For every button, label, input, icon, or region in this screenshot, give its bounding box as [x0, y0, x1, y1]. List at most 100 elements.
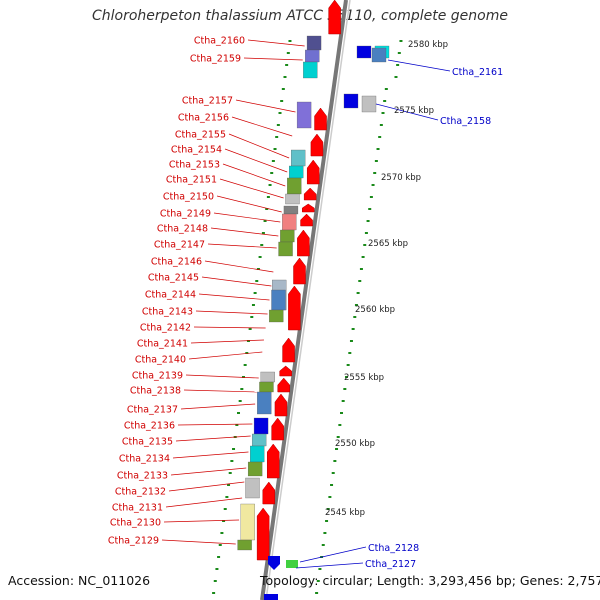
tick-mark-right	[374, 160, 378, 162]
label-leader-line	[170, 467, 247, 476]
tick-mark-left	[283, 76, 287, 78]
gene-label-left: Ctha_2133	[117, 471, 168, 482]
tick-mark-right	[366, 220, 370, 222]
gene-label-left: Ctha_2160	[194, 36, 245, 47]
label-leader-line	[207, 243, 277, 249]
scale-label: 2550 kbp	[335, 439, 375, 449]
tick-mark-right	[326, 508, 330, 510]
tick-mark-left	[223, 508, 227, 510]
tick-mark-left	[251, 304, 255, 306]
tick-mark-left	[241, 376, 245, 378]
tick-mark-left	[248, 328, 252, 330]
gene-arrow-forward	[282, 337, 295, 363]
label-leader-line	[247, 39, 305, 47]
gene-arrow-forward	[303, 187, 317, 201]
tick-mark-right	[396, 64, 400, 66]
label-leader-line	[190, 339, 264, 344]
gene-label-left: Ctha_2138	[130, 386, 181, 397]
tick-mark-left	[228, 472, 232, 474]
tick-mark-right	[369, 196, 373, 198]
cog-box	[245, 477, 260, 499]
cog-box	[251, 433, 267, 447]
gene-arrow-forward	[262, 481, 276, 505]
tick-mark-right	[351, 328, 355, 330]
gene-arrow-forward	[293, 257, 306, 285]
tick-mark-left	[255, 280, 259, 282]
tick-mark-right	[383, 100, 387, 102]
tick-mark-right	[341, 400, 345, 402]
map-title: Chloroherpeton thalassium ATCC 35110, co…	[92, 8, 508, 24]
tick-mark-left	[286, 52, 290, 54]
label-leader-line	[163, 519, 240, 523]
tick-mark-left	[220, 532, 224, 534]
tick-mark-right	[397, 52, 401, 54]
gene-label-left: Ctha_2140	[135, 355, 186, 366]
tick-mark-left	[246, 340, 250, 342]
cog-box	[296, 101, 312, 129]
gene-arrow-forward	[297, 229, 310, 257]
tick-mark-right	[353, 316, 357, 318]
gene-label-left: Ctha_2159	[190, 54, 241, 65]
label-leader-line	[235, 99, 296, 113]
gene-arrow-forward	[301, 203, 315, 213]
scale-label: 2560 kbp	[355, 305, 395, 315]
cog-box	[237, 539, 252, 551]
gene-arrow-forward	[306, 159, 320, 185]
cog-box	[260, 371, 275, 383]
tick-mark-right	[394, 76, 398, 78]
gene-label-left: Ctha_2157	[182, 96, 233, 107]
label-leader-line	[175, 435, 251, 442]
tick-mark-right	[354, 304, 358, 306]
label-leader-line	[165, 497, 243, 508]
tick-mark-left	[217, 556, 221, 558]
tick-mark-right	[368, 208, 372, 210]
tick-mark-right	[384, 88, 388, 90]
tick-mark-left	[270, 172, 274, 174]
gene-label-left: Ctha_2156	[178, 113, 229, 124]
gene-label-left: Ctha_2132	[115, 487, 166, 498]
tick-mark-left	[240, 388, 244, 390]
gene-label-left: Ctha_2147	[154, 240, 205, 251]
label-leader-line	[210, 227, 279, 237]
gene-labels: Ctha_2160 Ctha_2159 Ctha_2157 Ctha_2156 Ctha…	[108, 36, 503, 571]
tick-mark-right	[330, 484, 334, 486]
cog-box	[259, 381, 274, 393]
label-leader-line	[295, 562, 364, 569]
label-leader-line	[213, 212, 281, 223]
tick-mark-right	[325, 520, 329, 522]
tick-mark-left	[235, 424, 239, 426]
label-leader-line	[228, 133, 290, 159]
label-leader-line	[222, 163, 286, 187]
cog-box	[253, 417, 269, 435]
reverse-gene-box	[356, 45, 372, 59]
gene-arrow-forward	[266, 443, 280, 479]
label-leader-line	[168, 481, 245, 492]
gene-arrow-forward	[288, 285, 301, 331]
gene-label-left: Ctha_2145	[148, 273, 199, 284]
tick-mark-left	[227, 484, 231, 486]
gene-label-left: Ctha_2141	[137, 339, 188, 350]
tick-mark-right	[335, 448, 339, 450]
tick-mark-right	[338, 424, 342, 426]
gene-label-left: Ctha_2131	[112, 503, 163, 514]
label-leader-line	[375, 103, 439, 121]
scale-label: 2570 kbp	[381, 173, 421, 183]
tick-mark-left	[266, 196, 270, 198]
tick-mark-left	[225, 496, 229, 498]
tick-track	[212, 40, 403, 594]
tick-mark-right	[316, 580, 320, 582]
tick-mark-left	[222, 520, 226, 522]
label-leader-line	[387, 59, 451, 72]
tick-mark-left	[261, 232, 265, 234]
reverse-gene-box	[343, 93, 359, 109]
label-leader-line	[224, 148, 288, 173]
label-leader-line	[198, 293, 270, 301]
cog-box	[257, 391, 272, 415]
gene-label-left: Ctha_2134	[119, 454, 170, 465]
gene-label-left: Ctha_2130	[110, 518, 161, 529]
cog-box	[269, 309, 284, 323]
tick-mark-left	[275, 136, 279, 138]
gene-label-left: Ctha_2154	[171, 145, 222, 156]
gene-arrow-forward	[314, 107, 327, 131]
label-leader-line	[201, 276, 272, 287]
